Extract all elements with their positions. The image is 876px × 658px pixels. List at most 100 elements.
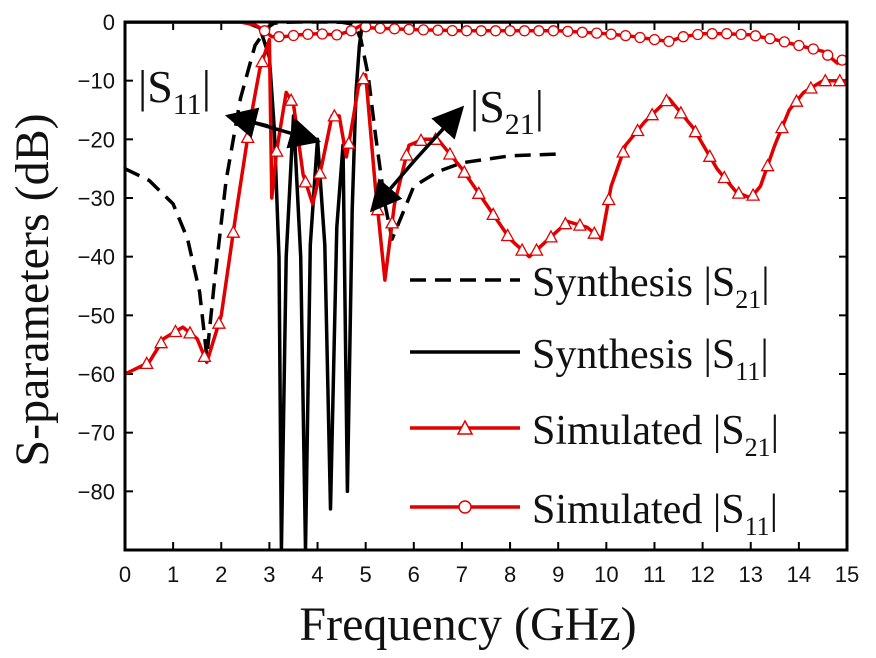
- series-marker-circle: [605, 28, 617, 40]
- legend-close: |: [761, 260, 769, 306]
- annotation-s21-sub: 21: [505, 108, 535, 141]
- y-tick-label: −60: [78, 362, 115, 387]
- series-marker-circle: [547, 25, 560, 37]
- x-tick-label: 12: [690, 562, 714, 587]
- x-tick-label: 2: [215, 562, 227, 587]
- series-layer: [125, 22, 847, 550]
- series-marker-triangle: [226, 224, 241, 238]
- legend-text: Simulated |S: [532, 408, 745, 454]
- series-marker-triangle: [760, 158, 775, 172]
- series-marker-circle: [721, 28, 733, 40]
- series-marker-triangle: [818, 73, 833, 87]
- legend-marker-triangle: [456, 419, 474, 435]
- legend-text: Synthesis |S: [532, 260, 735, 306]
- series-marker-triangle: [717, 170, 732, 184]
- series-marker-triangle: [327, 108, 342, 122]
- series-marker-circle: [677, 31, 689, 43]
- series-marker-triangle: [284, 92, 299, 106]
- series-marker-circle: [663, 35, 675, 48]
- annotation-s21-close: |: [535, 81, 544, 132]
- series-marker-triangle: [168, 324, 183, 338]
- y-tick-label: −10: [78, 69, 115, 94]
- annotation-arrows: [224, 105, 465, 213]
- series-marker-triangle: [789, 93, 804, 107]
- legend: Synthesis |S21| Synthesis |S11| Simulate…: [410, 260, 779, 541]
- y-tick-label: −50: [78, 303, 115, 328]
- series-marker-triangle: [616, 144, 631, 158]
- series-marker-triangle: [457, 164, 472, 178]
- series-marker-triangle: [197, 349, 212, 363]
- series-marker-triangle: [442, 146, 457, 160]
- series-marker-triangle: [601, 192, 616, 206]
- x-tick-label: 7: [456, 562, 468, 587]
- series-marker-triangle: [471, 185, 486, 199]
- series-marker-circle: [258, 25, 271, 37]
- legend-entry-synthesis-s21: Synthesis |S21|: [410, 260, 770, 314]
- series-marker-triangle: [673, 105, 688, 119]
- x-tick-label: 11: [643, 562, 666, 587]
- series-marker-circle: [619, 29, 632, 42]
- series-marker-triangle: [154, 335, 169, 349]
- y-tick-label: 0: [103, 10, 115, 35]
- series-marker-triangle: [702, 148, 717, 162]
- x-tick-label: 5: [360, 562, 372, 587]
- legend-close: |: [760, 332, 768, 378]
- series-marker-triangle: [572, 217, 587, 231]
- legend-sub: 11: [745, 512, 770, 541]
- series-marker-triangle: [688, 124, 703, 138]
- legend-label-simulated-s21: Simulated |S21|: [532, 408, 779, 462]
- series-marker-triangle: [645, 107, 660, 121]
- s21-arrow-down: [369, 158, 417, 213]
- series-marker-triangle: [529, 242, 544, 256]
- series-marker-circle: [735, 28, 747, 41]
- x-axis-title: Frequency (GHz): [299, 598, 636, 651]
- x-tick-label: 3: [263, 562, 275, 587]
- series-marker-circle: [591, 27, 603, 39]
- series-marker-circle: [374, 22, 386, 34]
- series-marker-triangle: [139, 356, 154, 370]
- x-tick-label: 13: [738, 562, 762, 587]
- series-marker-triangle: [298, 174, 313, 188]
- annotation-s11-close: |: [202, 61, 211, 112]
- legend-label-synthesis-s21: Synthesis |S21|: [532, 260, 770, 314]
- series-marker-triangle: [211, 315, 226, 329]
- annotation-s11-main: |S: [138, 61, 173, 112]
- series-marker-circle: [807, 43, 819, 55]
- s21-arrow-up: [413, 105, 465, 162]
- legend-sub: 21: [745, 433, 771, 462]
- series-marker-circle: [576, 26, 588, 38]
- series-marker-triangle: [269, 143, 284, 157]
- legend-entry-synthesis-s11: Synthesis |S11|: [410, 332, 769, 386]
- series-marker-triangle: [399, 147, 414, 161]
- annotation-s11-sub: 11: [173, 88, 202, 121]
- series-marker-circle: [489, 25, 502, 37]
- x-tick-label: 15: [835, 562, 859, 587]
- series-marker-circle: [403, 23, 415, 36]
- y-tick-label: −80: [78, 479, 115, 504]
- y-tick-label: −70: [78, 421, 115, 446]
- series-marker-circle: [836, 54, 847, 66]
- series-marker-circle: [273, 31, 285, 43]
- series-marker-circle: [648, 33, 661, 46]
- x-tick-label: 9: [552, 562, 564, 587]
- legend-label-simulated-s11: Simulated |S11|: [532, 487, 778, 541]
- plot-frame: [123, 20, 849, 552]
- series-marker-circle: [345, 25, 357, 37]
- series-marker-triangle: [731, 185, 746, 199]
- y-tick-label: −30: [78, 186, 115, 211]
- legend-text: Synthesis |S: [532, 332, 735, 378]
- legend-sub: 21: [735, 285, 761, 314]
- series-marker-circle: [331, 29, 343, 41]
- x-tick-label: 0: [119, 562, 131, 587]
- series-marker-circle: [388, 23, 401, 35]
- series-marker-triangle: [515, 242, 530, 256]
- series-marker-triangle: [413, 132, 429, 146]
- series-marker-circle: [287, 29, 300, 42]
- series-marker-circle: [432, 24, 444, 36]
- y-axis: 0 −10 −20 −30 −40 −50 −60 −70 −80: [78, 10, 847, 504]
- series-marker-triangle: [746, 187, 761, 201]
- series-marker-circle: [764, 33, 776, 45]
- annotation-s21: |S21|: [470, 81, 544, 141]
- legend-entry-simulated-s11: Simulated |S11|: [410, 487, 778, 541]
- y-axis-title: S-parameters (dB): [6, 113, 59, 466]
